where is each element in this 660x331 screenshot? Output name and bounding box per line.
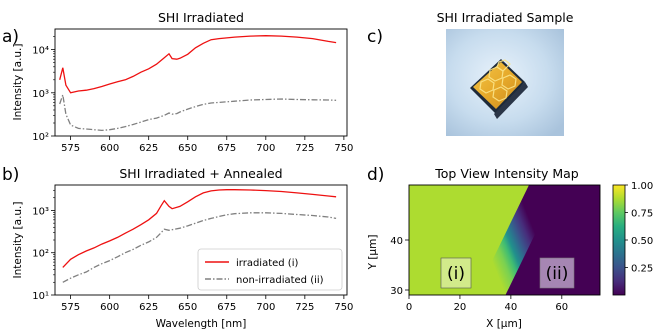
d-x-tick-label: 20 bbox=[454, 302, 467, 313]
b-x-tick-label: 700 bbox=[256, 302, 275, 313]
d-y-tick-label: 30 bbox=[390, 286, 403, 297]
d-x-tick-label: 40 bbox=[504, 302, 517, 313]
a-x-tick-label: 750 bbox=[334, 143, 353, 154]
d-y-tick-label: 40 bbox=[390, 236, 403, 247]
a-x-tick-label: 575 bbox=[61, 143, 80, 154]
colorbar-tick-label: 0.25 bbox=[631, 264, 653, 275]
region-label-i-text: (i) bbox=[447, 264, 465, 284]
a-x-tick-label: 650 bbox=[178, 143, 197, 154]
a-x-tick-label: 600 bbox=[100, 143, 119, 154]
region-label-ii: (ii) bbox=[539, 257, 575, 289]
panel-letter-a: a) bbox=[2, 27, 19, 47]
a-x-tick-label: 700 bbox=[256, 143, 275, 154]
panel-a-frame bbox=[54, 28, 348, 137]
colorbar-tick-label: 0.75 bbox=[631, 209, 653, 220]
panel-d-x-ticks: 0 20 40 60 bbox=[406, 295, 568, 313]
panel-letter-d: d) bbox=[367, 165, 384, 185]
panel-d-chart: Top View Intensity Map 0 20 40 60 30 40 Y [μ… bbox=[367, 166, 653, 330]
region-label-ii-box bbox=[539, 257, 575, 289]
panel-letter-b: b) bbox=[2, 165, 19, 185]
region-label-i-box bbox=[440, 257, 472, 289]
b-x-tick-label: 650 bbox=[178, 302, 197, 313]
b-x-tick-label: 600 bbox=[100, 302, 119, 313]
heatmap-region-ii bbox=[504, 185, 600, 295]
b-y-tick-label: 10³ bbox=[32, 206, 49, 217]
region-label-ii-text: (ii) bbox=[546, 264, 569, 284]
a-y-tick-label: 10² bbox=[32, 132, 49, 143]
a-x-tick-label: 625 bbox=[139, 143, 158, 154]
colorbar-tick-label: 1.00 bbox=[631, 181, 653, 192]
colorbar-ticks: 0.25 0.50 0.75 1.00 bbox=[625, 181, 653, 275]
d-x-tick-label: 60 bbox=[555, 302, 568, 313]
panel-b-legend: irradiated (i) non-irradiated (ii) bbox=[197, 248, 343, 291]
panel-c-title: SHI Irradiated Sample bbox=[437, 10, 574, 25]
a-y-tick-label: 10³ bbox=[32, 89, 49, 100]
b-y-tick-label: 10² bbox=[32, 249, 49, 260]
panel-a-title: SHI Irradiated bbox=[158, 10, 244, 25]
panel-letter-c: c) bbox=[367, 27, 383, 47]
chip-face bbox=[473, 62, 522, 109]
a-y-tick-label: 10⁴ bbox=[32, 46, 49, 57]
colorbar bbox=[612, 184, 626, 296]
d-x-tick-label: 0 bbox=[406, 302, 412, 313]
panel-a-ylabel: Intensity [a.u.] bbox=[12, 44, 24, 121]
panel-b-chart: SHI Irradiated + Annealed 575 600 625 650 67… bbox=[12, 166, 353, 330]
b-series-irradiated-line bbox=[62, 189, 337, 268]
panel-b-x-ticks: 575 600 625 650 675 700 725 750 bbox=[61, 295, 353, 313]
legend-label-non-irradiated: non-irradiated (ii) bbox=[236, 275, 324, 286]
b-y-tick-label: 10¹ bbox=[32, 291, 49, 302]
region-label-i: (i) bbox=[440, 257, 472, 289]
legend-box bbox=[197, 248, 343, 291]
b-x-tick-label: 625 bbox=[139, 302, 158, 313]
a-series-irradiated-line bbox=[59, 35, 337, 94]
panel-c-photo: SHI Irradiated Sample bbox=[437, 10, 574, 136]
panel-d-ylabel: Y [μm] bbox=[367, 235, 379, 271]
heatmap-transition bbox=[475, 185, 559, 295]
panel-b-title: SHI Irradiated + Annealed bbox=[119, 166, 282, 181]
chip-hexagon-pattern bbox=[479, 59, 517, 102]
a-x-tick-label: 675 bbox=[217, 143, 236, 154]
a-x-tick-label: 725 bbox=[295, 143, 314, 154]
panel-d-xlabel: X [μm] bbox=[486, 318, 522, 330]
a-series-non-irradiated-line bbox=[59, 94, 337, 132]
b-x-tick-label: 675 bbox=[217, 302, 236, 313]
b-x-tick-label: 750 bbox=[334, 302, 353, 313]
panel-b-xlabel: Wavelength [nm] bbox=[156, 318, 247, 330]
panel-b-series-group bbox=[62, 189, 337, 283]
b-x-tick-label: 725 bbox=[295, 302, 314, 313]
heatmap-region-i bbox=[409, 185, 530, 295]
chip-side bbox=[494, 82, 528, 119]
colorbar-tick-label: 0.50 bbox=[631, 236, 653, 247]
panel-a-series-group bbox=[59, 35, 337, 132]
panel-b-ylabel: Intensity [a.u.] bbox=[12, 202, 24, 279]
panel-d-title: Top View Intensity Map bbox=[434, 166, 579, 181]
panel-d-y-ticks: 30 40 bbox=[390, 236, 409, 297]
panel-a-x-ticks: 575 600 625 650 675 700 725 750 bbox=[61, 136, 353, 154]
panel-b-y-ticks: 10¹ 10² 10³ bbox=[32, 189, 55, 302]
panel-a-chart: SHI Irradiated 575 600 625 650 675 700 725 750 … bbox=[12, 10, 353, 154]
panel-a-y-ticks: 10² 10³ 10⁴ bbox=[32, 36, 55, 143]
b-x-tick-label: 575 bbox=[61, 302, 80, 313]
legend-label-irradiated: irradiated (i) bbox=[236, 258, 298, 269]
